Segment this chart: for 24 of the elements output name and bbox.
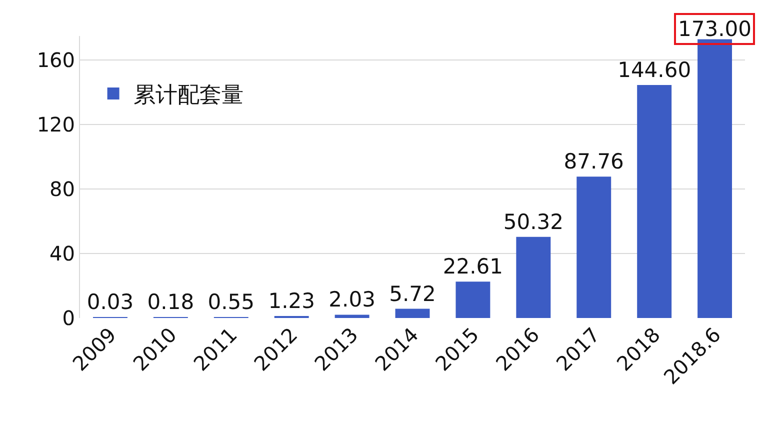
data-label: 0.55	[208, 290, 255, 314]
data-label: 22.61	[442, 254, 504, 279]
data-label: 50.32	[503, 210, 564, 234]
bar	[516, 236, 551, 318]
data-label: 0.18	[147, 290, 194, 314]
legend-label: 累计配套量	[133, 83, 244, 108]
y-tick-label: 160	[36, 48, 75, 72]
y-tick-label: 80	[50, 177, 75, 202]
data-label: 144.60	[618, 58, 692, 82]
y-tick-label: 120	[36, 112, 75, 137]
bar	[637, 84, 672, 318]
bar	[456, 282, 490, 318]
data-label: 1.23	[268, 289, 315, 313]
data-label: 0.03	[86, 290, 134, 314]
annotation: 173.00	[678, 17, 752, 41]
bar	[395, 308, 430, 318]
y-tick-label: 40	[50, 242, 75, 266]
bar	[698, 39, 732, 318]
bar	[576, 176, 612, 318]
data-label: 2.03	[328, 288, 376, 312]
bar	[334, 314, 370, 318]
data-label: 87.76	[564, 150, 624, 174]
y-tick-label: 0	[62, 306, 75, 330]
data-label: 5.72	[389, 282, 436, 306]
